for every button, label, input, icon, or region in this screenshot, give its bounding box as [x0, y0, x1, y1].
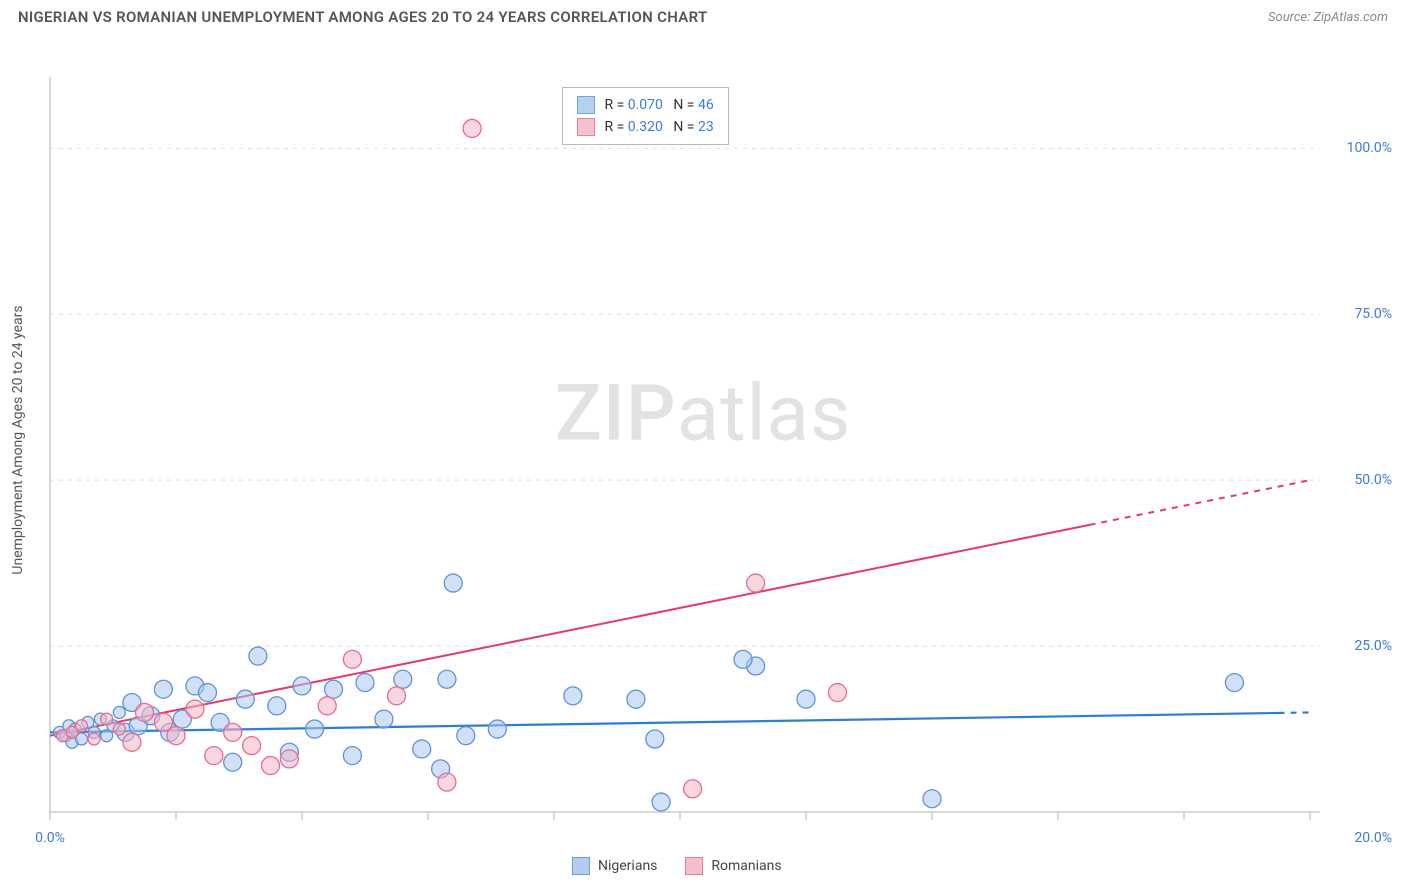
legend-swatch: [572, 857, 590, 875]
series-legend-item: Nigerians: [572, 857, 657, 875]
y-tick-label: 50.0%: [1354, 472, 1392, 488]
y-tick-label: 100.0%: [1347, 140, 1392, 156]
source-link[interactable]: ZipAtlas.com: [1313, 10, 1388, 25]
legend-row: R = 0.070 N = 46: [577, 94, 714, 116]
y-axis-label: Unemployment Among Ages 20 to 24 years: [10, 305, 26, 574]
y-tick-label: 75.0%: [1354, 306, 1392, 322]
legend-swatch: [577, 118, 595, 136]
series-name: Romanians: [711, 858, 781, 874]
x-tick-label: 20.0%: [1354, 830, 1392, 846]
x-tick-label: 0.0%: [35, 830, 65, 846]
source-label: Source:: [1268, 10, 1310, 25]
series-name: Nigerians: [598, 858, 657, 874]
y-tick-label: 25.0%: [1354, 638, 1392, 654]
chart-container: Unemployment Among Ages 20 to 24 years Z…: [0, 32, 1406, 862]
legend-stats: R = 0.070 N = 46: [601, 97, 714, 113]
series-legend: Nigerians Romanians: [572, 857, 782, 875]
legend-stats: R = 0.320 N = 23: [601, 119, 714, 135]
scatter-plot: [0, 32, 1406, 862]
series-legend-item: Romanians: [685, 857, 781, 875]
legend-swatch: [577, 96, 595, 114]
chart-title: NIGERIAN VS ROMANIAN UNEMPLOYMENT AMONG …: [18, 8, 707, 26]
legend-row: R = 0.320 N = 23: [577, 116, 714, 138]
legend-swatch: [685, 857, 703, 875]
source-attribution: Source: ZipAtlas.com: [1268, 10, 1388, 25]
correlation-legend: R = 0.070 N = 46 R = 0.320 N = 23: [562, 87, 729, 145]
